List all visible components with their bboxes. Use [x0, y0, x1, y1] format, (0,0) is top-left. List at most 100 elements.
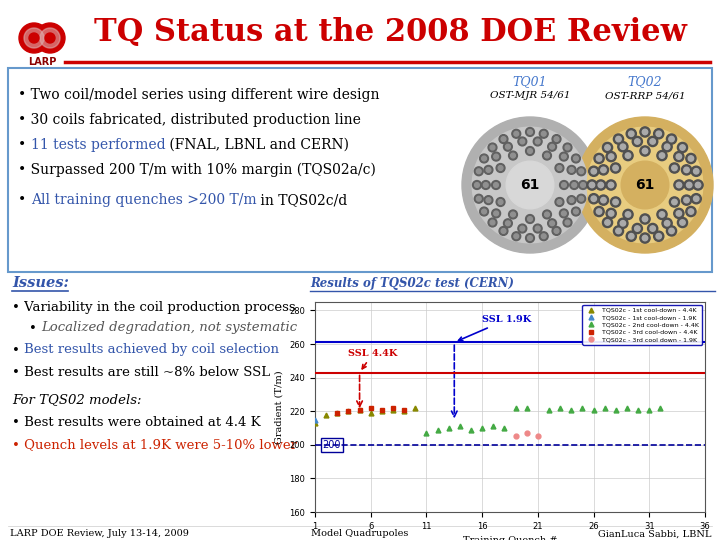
Circle shape — [589, 183, 595, 188]
TQS02c - 1st cool-down - 4.4K — [355, 406, 364, 413]
Circle shape — [596, 156, 602, 161]
Circle shape — [569, 198, 574, 202]
Circle shape — [650, 139, 655, 144]
Circle shape — [477, 197, 481, 201]
TQS02c - 3rd cool-down - 4.4K — [377, 406, 386, 413]
TQS02c - 3rd cool down - 1.9K — [511, 433, 520, 440]
Circle shape — [520, 226, 525, 231]
Circle shape — [606, 180, 616, 190]
Line: TQS02c - 1st cool-down - 4.4K: TQS02c - 1st cool-down - 4.4K — [312, 406, 418, 426]
Text: TQ01: TQ01 — [513, 76, 547, 89]
Text: Localized degradation, not systematic: Localized degradation, not systematic — [41, 321, 297, 334]
Line: TQS02c - 2nd cool-down - 4.4K: TQS02c - 2nd cool-down - 4.4K — [424, 406, 529, 435]
Circle shape — [688, 209, 693, 214]
Circle shape — [669, 136, 674, 142]
Circle shape — [514, 131, 518, 136]
Circle shape — [486, 167, 491, 172]
TQS02c - 2nd cool-down - 4.4K — [456, 423, 464, 429]
TQS02c - 1st cool-down - 4.4K — [377, 408, 386, 414]
TQS02c - 2nd cool-down - 4.4K — [433, 427, 442, 433]
Circle shape — [572, 207, 580, 216]
Text: 61: 61 — [635, 178, 654, 192]
Circle shape — [686, 153, 696, 164]
Legend: TQS02c - 1st cool-down - 4.4K, TQS02c - 1st cool-down - 1.9K, TQS02c - 2nd cool-: TQS02c - 1st cool-down - 4.4K, TQS02c - … — [582, 305, 702, 345]
Text: All training quenches >200 T/m: All training quenches >200 T/m — [31, 193, 256, 207]
Circle shape — [496, 198, 505, 206]
Text: • Variability in the coil production process: • Variability in the coil production pro… — [12, 301, 296, 314]
Circle shape — [674, 152, 684, 161]
Circle shape — [45, 33, 55, 43]
TQS02c - 2nd cool-down - 4.4K — [511, 404, 520, 411]
Text: • Surpassed 200 T/m with 10% margin (TQS02a/c): • Surpassed 200 T/m with 10% margin (TQS… — [18, 163, 376, 177]
Circle shape — [693, 180, 703, 190]
Circle shape — [613, 134, 624, 144]
Circle shape — [512, 130, 521, 138]
Circle shape — [688, 156, 693, 161]
Text: 11 tests performed: 11 tests performed — [31, 138, 166, 152]
Circle shape — [518, 224, 527, 233]
Circle shape — [691, 166, 701, 177]
Circle shape — [676, 183, 682, 188]
Circle shape — [541, 234, 546, 239]
Circle shape — [626, 129, 636, 139]
Circle shape — [499, 226, 508, 235]
Circle shape — [629, 131, 634, 137]
Circle shape — [528, 148, 532, 153]
Circle shape — [577, 167, 585, 176]
Circle shape — [589, 194, 599, 204]
Circle shape — [684, 198, 689, 203]
Circle shape — [539, 130, 548, 138]
Circle shape — [559, 180, 568, 190]
Circle shape — [642, 129, 648, 134]
Circle shape — [629, 233, 634, 239]
TQS02c - 1st cool-down - 4.4K — [344, 408, 353, 414]
Circle shape — [681, 165, 692, 175]
Circle shape — [535, 139, 540, 144]
Circle shape — [657, 151, 667, 161]
Y-axis label: Gradient (T/m): Gradient (T/m) — [275, 370, 284, 444]
Circle shape — [562, 154, 566, 159]
Circle shape — [539, 232, 548, 241]
TQS02c - 3rd cool down - 1.9K — [534, 433, 542, 440]
Circle shape — [563, 143, 572, 152]
Circle shape — [613, 199, 618, 205]
Text: For TQS02 models:: For TQS02 models: — [12, 394, 142, 407]
TQS02c - 3rd cool down - 1.9K — [523, 430, 531, 436]
Circle shape — [654, 129, 664, 139]
TQS02c - 3rd cool-down - 4.4K — [355, 406, 364, 413]
Text: LARP DOE Review, July 13-14, 2009: LARP DOE Review, July 13-14, 2009 — [10, 530, 189, 538]
Circle shape — [498, 200, 503, 204]
Text: • Best results are still ~8% below SSL: • Best results are still ~8% below SSL — [12, 366, 270, 379]
Circle shape — [557, 200, 562, 204]
Circle shape — [486, 198, 491, 202]
Circle shape — [550, 144, 554, 149]
TQS02c - 1st cool-down - 4.4K — [411, 404, 420, 411]
Circle shape — [490, 145, 495, 150]
Circle shape — [477, 169, 481, 174]
Circle shape — [680, 220, 685, 225]
Circle shape — [684, 180, 694, 190]
Circle shape — [19, 23, 49, 53]
Circle shape — [621, 161, 669, 209]
Circle shape — [550, 221, 554, 226]
TQS02c - 1st cool-down - 4.4K — [389, 406, 397, 413]
Circle shape — [503, 219, 513, 228]
FancyBboxPatch shape — [8, 68, 712, 272]
Text: OST-RRP 54/61: OST-RRP 54/61 — [605, 91, 685, 100]
Circle shape — [665, 144, 670, 150]
Circle shape — [591, 196, 596, 201]
Circle shape — [534, 137, 542, 146]
Circle shape — [642, 217, 648, 222]
Circle shape — [670, 163, 680, 173]
Circle shape — [676, 211, 682, 216]
Circle shape — [526, 234, 534, 242]
Circle shape — [562, 211, 566, 216]
Circle shape — [555, 164, 564, 172]
Circle shape — [512, 232, 521, 241]
Circle shape — [654, 231, 664, 241]
Text: in TQS02c/d: in TQS02c/d — [256, 193, 348, 207]
TQS02c - 3rd cool-down - 4.4K — [333, 410, 341, 416]
Text: •: • — [18, 138, 31, 152]
Circle shape — [541, 131, 546, 136]
Circle shape — [603, 218, 613, 227]
